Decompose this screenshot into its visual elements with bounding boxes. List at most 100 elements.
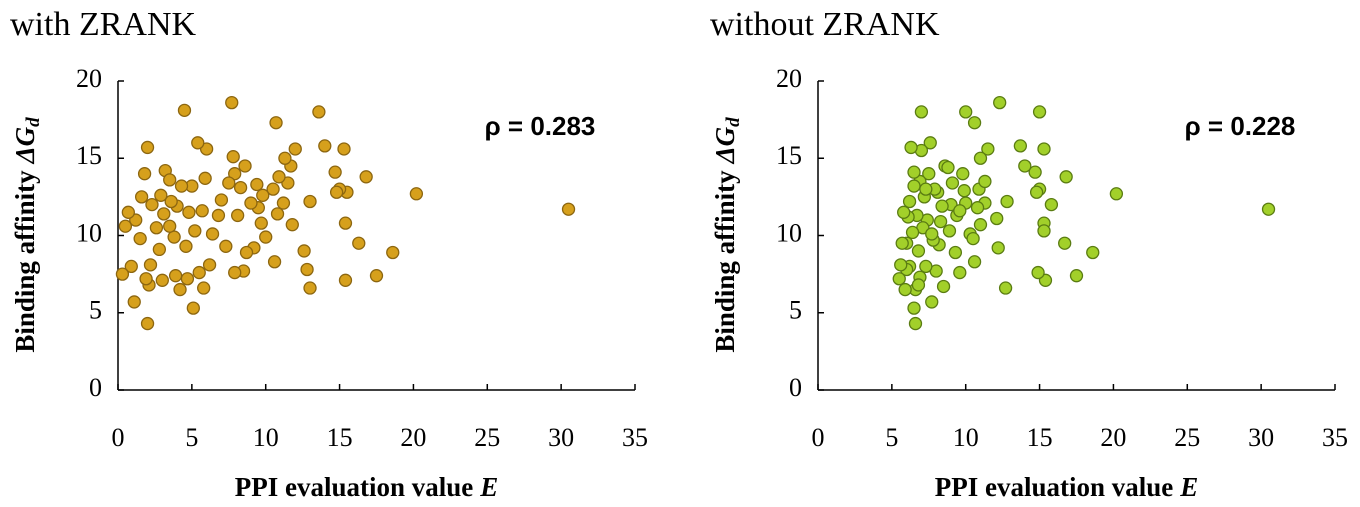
data-point <box>174 179 189 193</box>
data-point <box>168 269 183 283</box>
data-point <box>948 245 963 260</box>
data-point <box>895 236 909 250</box>
x-tick-label: 10 <box>953 423 979 452</box>
y-tick-label: 5 <box>89 296 102 325</box>
data-point <box>905 225 920 240</box>
data-point <box>312 105 326 119</box>
data-point <box>1059 170 1073 184</box>
x-label-symbol: E <box>479 472 498 502</box>
data-point <box>956 167 970 181</box>
data-point <box>140 316 155 331</box>
data-point <box>228 265 242 280</box>
y-tick-label: 20 <box>776 64 802 93</box>
data-point <box>967 116 982 130</box>
data-point <box>1044 197 1059 212</box>
data-point <box>228 167 242 181</box>
chart-title: without ZRANK <box>710 6 940 43</box>
data-point <box>143 258 158 272</box>
data-point <box>154 188 168 202</box>
data-point <box>233 180 248 195</box>
data-point <box>386 245 400 260</box>
data-point <box>935 199 949 213</box>
data-point <box>318 139 332 153</box>
data-point <box>238 159 252 173</box>
x-tick-label: 20 <box>400 423 426 452</box>
data-point <box>164 194 178 209</box>
data-point <box>202 258 217 272</box>
data-point <box>925 295 939 309</box>
data-point <box>254 216 268 230</box>
x-label-symbol: E <box>1179 472 1198 502</box>
y-label-symbol: ΔG <box>710 126 740 164</box>
data-point <box>981 142 995 156</box>
data-point <box>155 273 169 287</box>
y-tick-label: 10 <box>776 218 802 247</box>
data-point <box>192 265 206 280</box>
data-point <box>272 170 286 184</box>
data-point <box>907 165 921 179</box>
data-point <box>1028 165 1042 179</box>
data-point <box>991 241 1005 255</box>
annotation: ρ = 0.283 <box>485 111 596 141</box>
data-point <box>266 182 280 196</box>
data-point <box>933 214 948 229</box>
data-point <box>285 218 299 232</box>
data-point <box>115 267 130 281</box>
data-point <box>967 255 982 269</box>
data-point <box>239 245 254 260</box>
data-point <box>173 282 187 297</box>
data-point <box>163 173 177 187</box>
y-axis-label: Binding affinity ΔGd <box>710 117 744 353</box>
y-label-text: Binding affinity <box>10 170 40 353</box>
data-point <box>897 205 911 219</box>
data-point <box>127 295 141 309</box>
chart-panel: without ZRANK 0 5 10 15 20 0 5 10 15 20 25 30 35 Bindi… <box>710 6 1348 502</box>
y-axis-label: Binding affinity ΔGd <box>10 117 44 353</box>
data-point <box>907 179 921 193</box>
data-point <box>300 262 314 277</box>
x-tick-label: 20 <box>1100 423 1126 452</box>
x-label-text: PPI evaluation value <box>935 472 1174 502</box>
data-point <box>998 281 1013 295</box>
data-point <box>328 165 342 179</box>
data-point <box>195 204 209 218</box>
y-tick-label: 5 <box>789 296 802 325</box>
data-point <box>945 176 960 190</box>
data-point <box>180 272 195 286</box>
x-tick-label: 0 <box>812 423 825 452</box>
data-point <box>973 218 988 232</box>
data-point <box>919 182 933 196</box>
chart-panel: with ZRANK 0 5 10 15 20 0 5 10 15 20 25 30 35 Binding … <box>10 6 648 502</box>
x-tick-label: 35 <box>1322 423 1348 452</box>
data-point <box>152 242 167 257</box>
data-point <box>1032 105 1047 119</box>
data-point <box>922 167 936 181</box>
data-point <box>205 227 220 241</box>
data-point <box>1018 159 1032 173</box>
data-point <box>990 211 1004 226</box>
data-point <box>267 255 282 269</box>
x-label-text: PPI evaluation value <box>235 472 474 502</box>
y-tick-label: 10 <box>76 218 102 247</box>
y-tick-label: 15 <box>76 141 102 170</box>
x-tick-label: 15 <box>1027 423 1053 452</box>
data-point <box>993 95 1007 110</box>
data-point <box>1037 142 1051 156</box>
data-point <box>914 105 929 119</box>
data-point <box>1000 194 1014 209</box>
data-point <box>124 259 138 274</box>
data-point <box>329 185 344 199</box>
data-point <box>139 272 153 286</box>
data-point <box>250 177 264 192</box>
data-point <box>978 174 992 189</box>
y-tick-label: 0 <box>789 373 802 402</box>
data-point <box>1031 265 1045 280</box>
data-point <box>199 142 214 156</box>
data-point <box>256 188 270 202</box>
data-point <box>907 301 921 315</box>
data-point <box>179 239 193 253</box>
data-point <box>278 151 292 165</box>
data-point <box>269 116 283 130</box>
data-point <box>923 136 937 150</box>
